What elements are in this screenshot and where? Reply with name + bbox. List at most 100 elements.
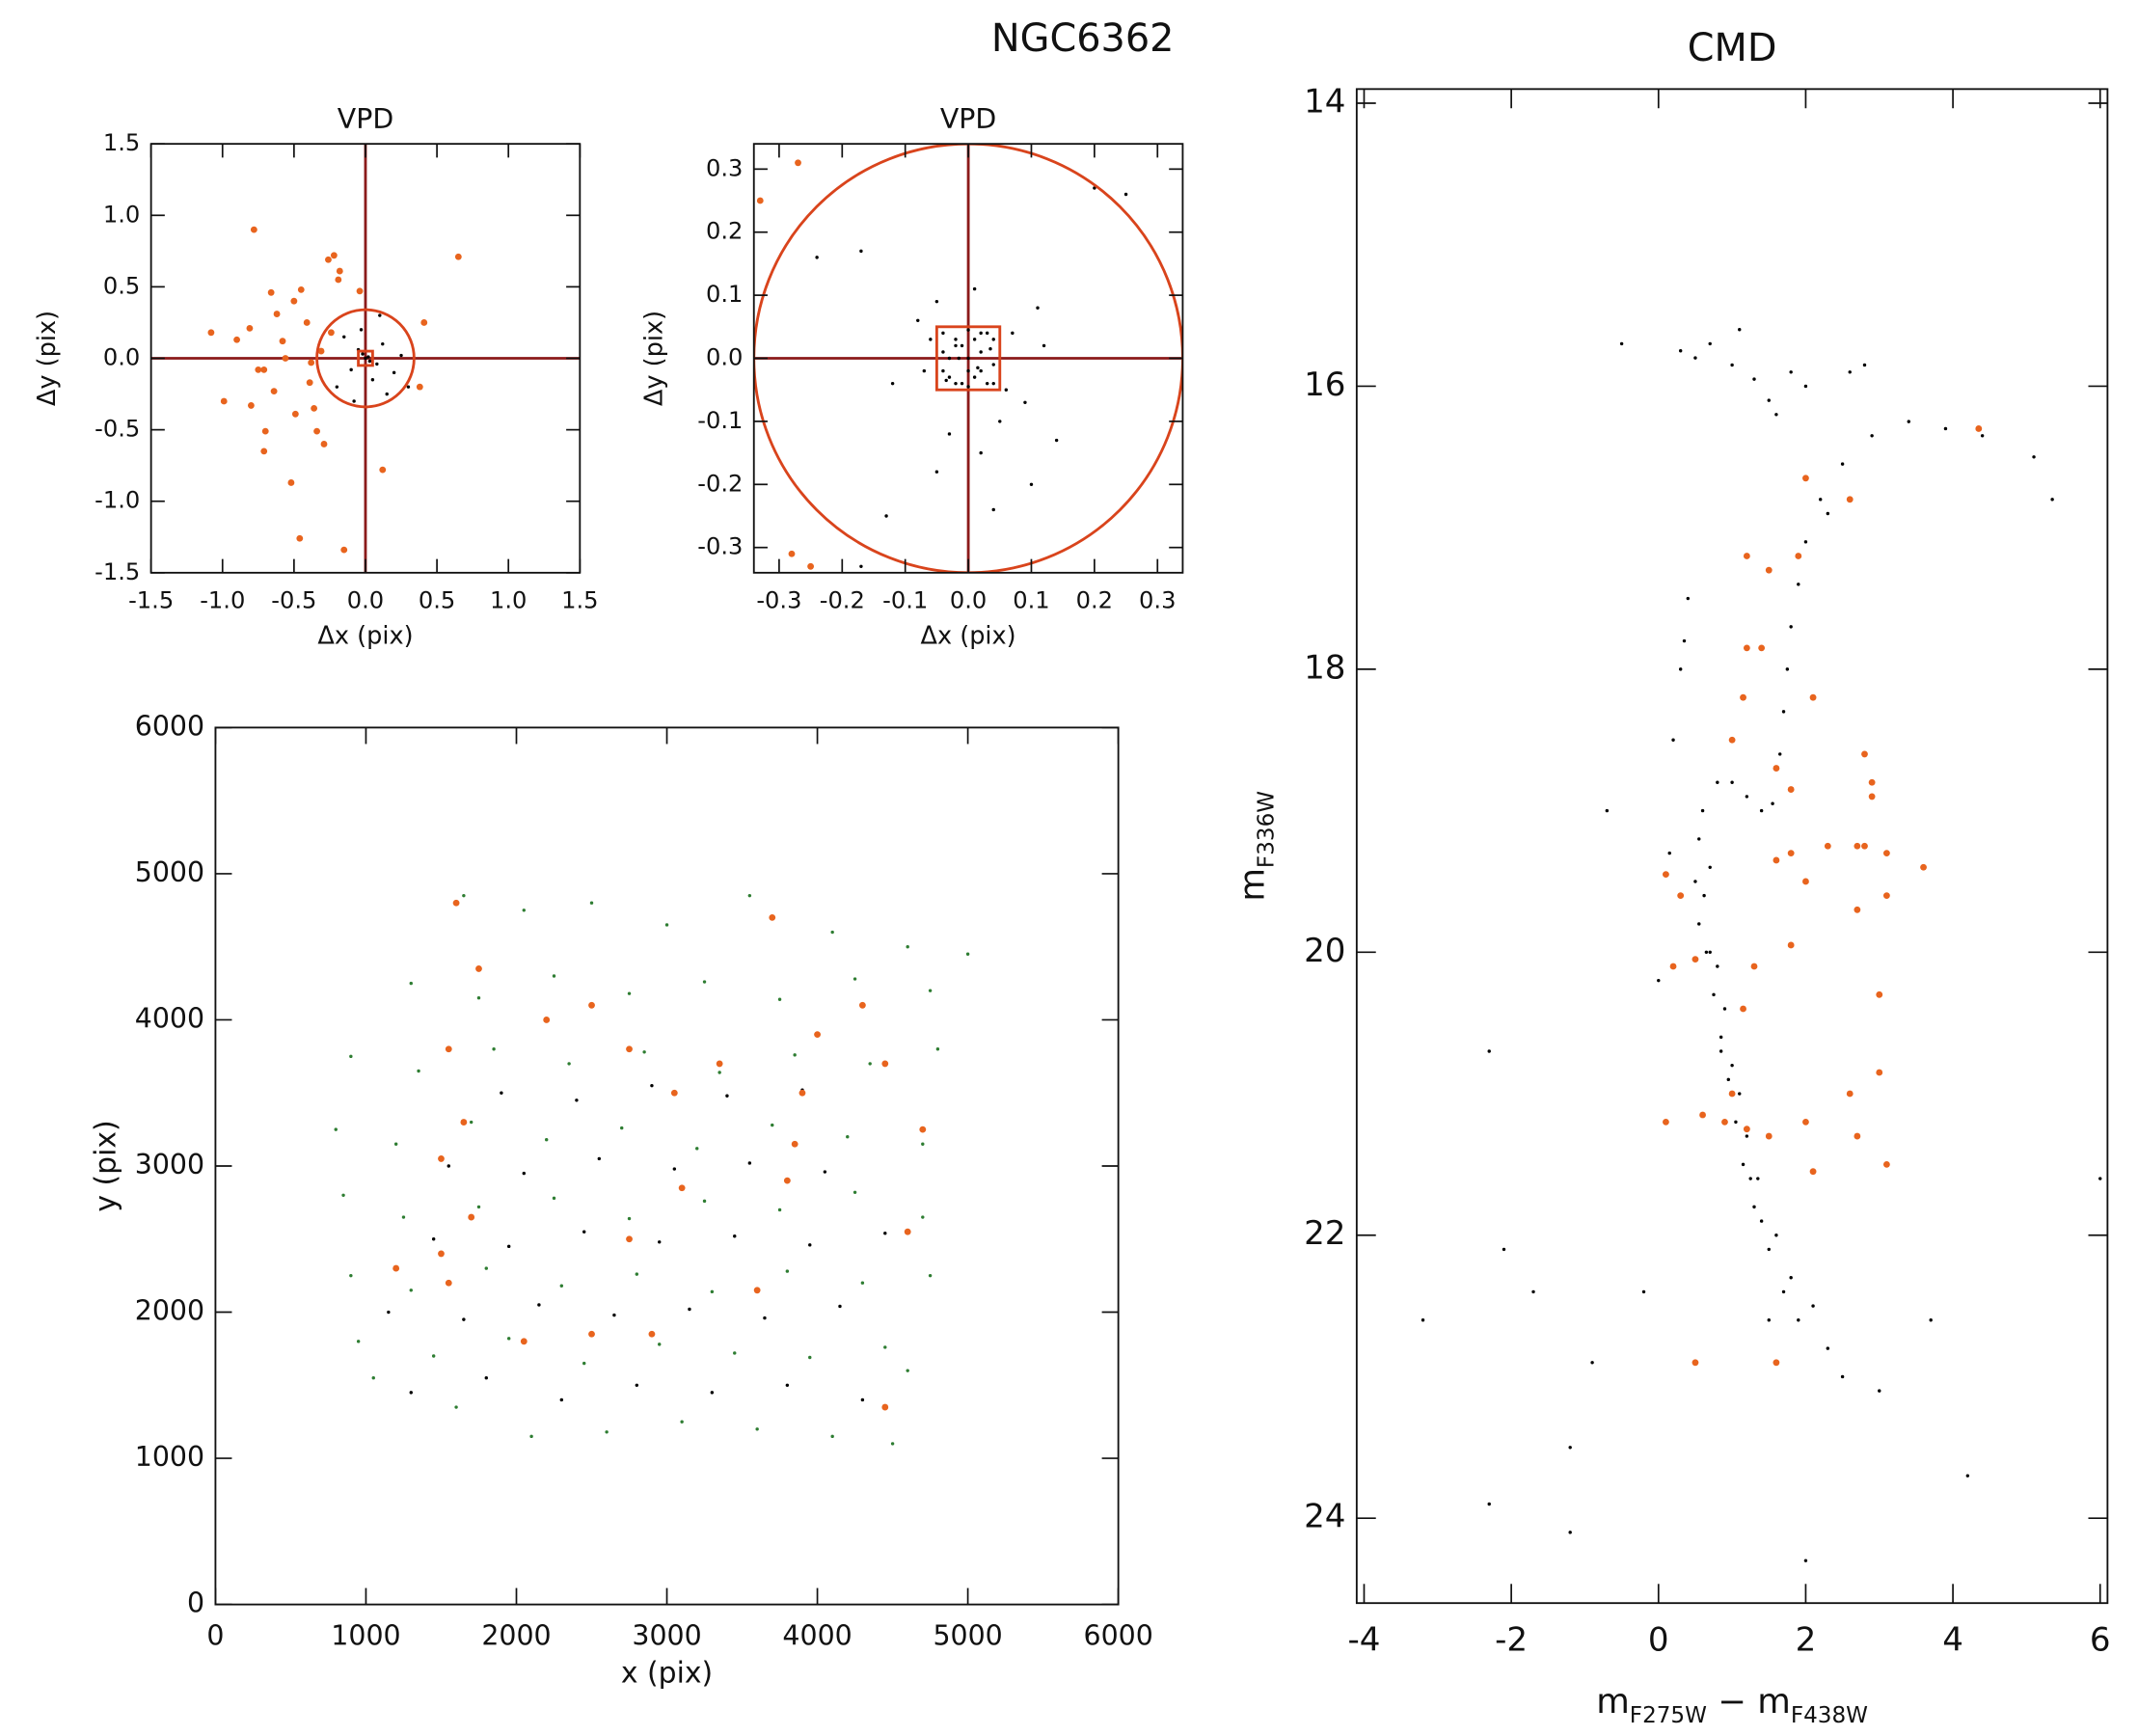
point bbox=[597, 1156, 602, 1161]
point bbox=[954, 343, 958, 348]
point bbox=[1929, 1318, 1933, 1322]
point bbox=[367, 359, 372, 364]
highlight-point bbox=[1765, 566, 1773, 574]
point bbox=[1803, 384, 1808, 389]
point bbox=[1042, 343, 1046, 348]
point bbox=[960, 343, 964, 348]
point bbox=[537, 1303, 541, 1307]
point bbox=[941, 331, 945, 336]
highlight-point bbox=[1854, 906, 1861, 913]
highlight-point bbox=[1677, 892, 1685, 900]
highlight-point bbox=[330, 252, 338, 259]
point bbox=[890, 1442, 895, 1446]
highlight-point bbox=[1765, 1132, 1773, 1140]
point bbox=[1759, 808, 1764, 813]
point bbox=[575, 1099, 579, 1102]
highlight-point bbox=[220, 397, 228, 405]
y-tick-label: 0 bbox=[187, 1587, 204, 1619]
point bbox=[605, 1430, 609, 1434]
highlight-point bbox=[1787, 850, 1795, 857]
highlight-point bbox=[1868, 778, 1876, 786]
y-tick-label: -0.5 bbox=[95, 416, 140, 443]
point bbox=[838, 1304, 842, 1309]
point bbox=[1502, 1247, 1506, 1252]
point bbox=[349, 367, 353, 372]
point bbox=[883, 1232, 887, 1235]
point bbox=[664, 923, 669, 927]
point bbox=[1023, 400, 1027, 404]
x-tick-label: 1.0 bbox=[490, 587, 527, 614]
point bbox=[771, 1123, 774, 1127]
point bbox=[401, 1215, 406, 1219]
point bbox=[1708, 865, 1712, 869]
point bbox=[755, 1427, 759, 1431]
highlight-point bbox=[416, 383, 423, 391]
highlight-point bbox=[588, 1001, 595, 1009]
y-tick-label: 18 bbox=[1304, 648, 1345, 687]
y-tick-label: 0.1 bbox=[706, 281, 743, 308]
point bbox=[972, 375, 977, 379]
point bbox=[393, 1142, 398, 1146]
point bbox=[985, 381, 989, 386]
highlight-point bbox=[1882, 850, 1890, 857]
point bbox=[1870, 434, 1874, 438]
point bbox=[366, 355, 370, 359]
point bbox=[522, 909, 526, 912]
point bbox=[763, 1316, 767, 1320]
point bbox=[627, 991, 632, 995]
point bbox=[860, 1397, 865, 1402]
highlight-point bbox=[1846, 496, 1854, 503]
point bbox=[1036, 306, 1040, 310]
point bbox=[1716, 964, 1719, 968]
point bbox=[868, 1062, 872, 1066]
highlight-point bbox=[1876, 1069, 1883, 1076]
point bbox=[342, 335, 346, 339]
highlight-point bbox=[1787, 786, 1795, 793]
point bbox=[1848, 370, 1852, 374]
y-tick-label: 20 bbox=[1304, 932, 1345, 970]
highlight-point bbox=[460, 1119, 468, 1126]
point bbox=[559, 1284, 564, 1288]
highlight-point bbox=[290, 297, 298, 305]
x-tick-label: 0 bbox=[1648, 1620, 1669, 1659]
highlight-point bbox=[287, 479, 295, 486]
point bbox=[1797, 583, 1800, 586]
point bbox=[1759, 1219, 1764, 1223]
point bbox=[1778, 752, 1782, 756]
y-tick-label: 3000 bbox=[135, 1149, 204, 1180]
selection-square bbox=[357, 349, 374, 367]
point bbox=[1708, 341, 1712, 346]
point bbox=[947, 432, 952, 436]
point bbox=[928, 989, 933, 992]
point bbox=[361, 352, 365, 356]
point bbox=[1686, 596, 1691, 601]
highlight-point bbox=[678, 1184, 686, 1192]
y-tick-label: 5000 bbox=[135, 856, 204, 888]
highlight-point bbox=[336, 267, 343, 275]
highlight-point bbox=[881, 1403, 889, 1411]
point bbox=[1712, 992, 1716, 997]
highlight-point bbox=[1699, 1111, 1706, 1119]
point bbox=[1774, 1234, 1778, 1237]
highlight-point bbox=[445, 1279, 452, 1287]
highlight-point bbox=[296, 534, 304, 542]
y-tick-label: 6000 bbox=[135, 710, 204, 742]
y-tick-label: 1000 bbox=[135, 1441, 204, 1473]
point bbox=[991, 507, 995, 512]
point bbox=[364, 356, 367, 361]
point bbox=[1487, 1502, 1491, 1506]
highlight-point bbox=[1758, 644, 1766, 652]
highlight-point bbox=[1882, 1160, 1890, 1168]
point bbox=[522, 1171, 526, 1176]
point bbox=[334, 1127, 338, 1131]
plot-area bbox=[753, 144, 1183, 573]
point bbox=[935, 1047, 940, 1051]
point bbox=[567, 1062, 571, 1066]
highlight-point bbox=[919, 1126, 927, 1133]
point bbox=[476, 1205, 481, 1209]
y-tick-label: 14 bbox=[1304, 83, 1345, 122]
point bbox=[1657, 978, 1661, 983]
highlight-point bbox=[1920, 863, 1927, 871]
highlight-point bbox=[543, 1017, 551, 1023]
point bbox=[725, 1094, 729, 1098]
